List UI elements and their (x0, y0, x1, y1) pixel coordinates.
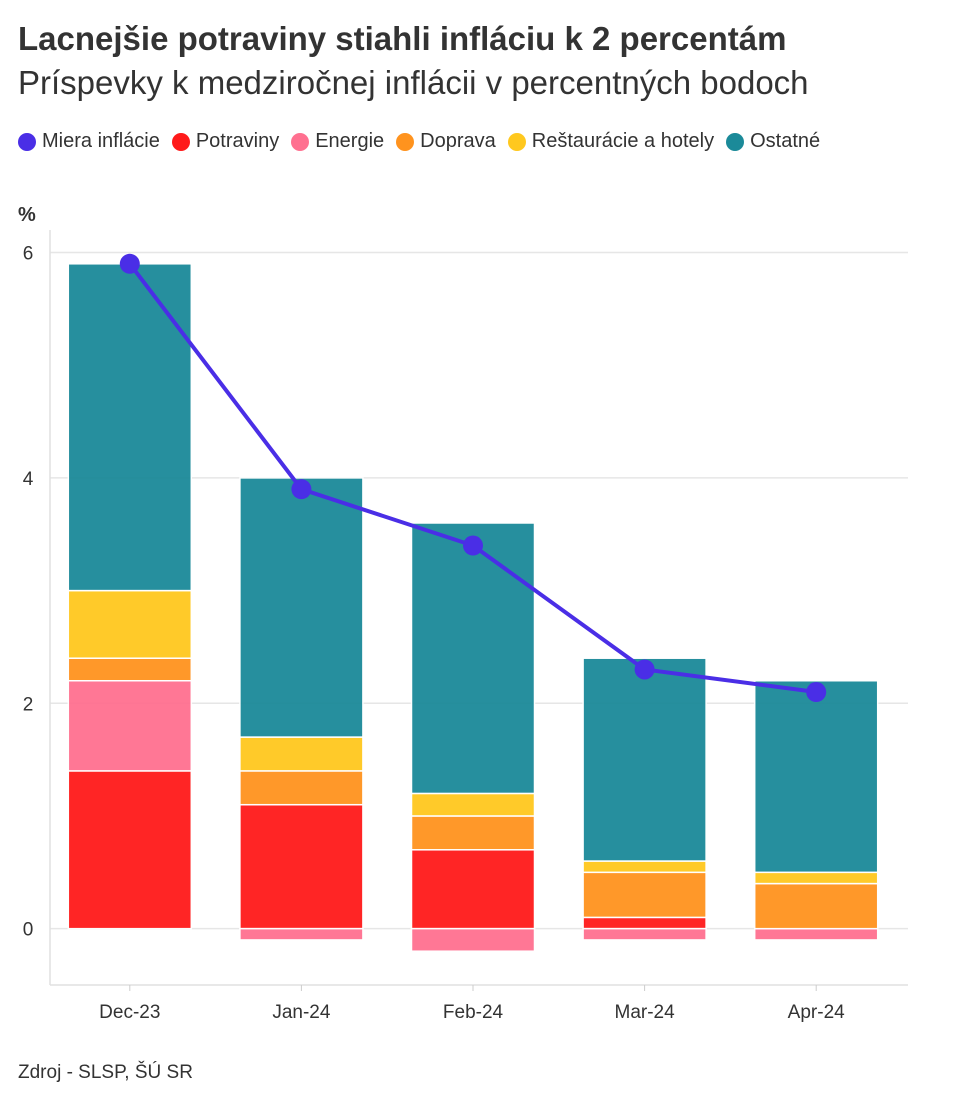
legend-swatch (171, 132, 190, 151)
inflation-point (291, 479, 312, 500)
x-tick-label: Feb-24 (443, 1002, 504, 1023)
bar-segment-doprava (67, 657, 193, 682)
bar-segment-reštaurácie-a-hotely (67, 589, 193, 659)
legend-item: Doprava (396, 130, 496, 153)
source-note: Zdroj - SLSP, ŠÚ SR (18, 1062, 193, 1083)
bar-segment-energie (67, 679, 193, 772)
inflation-point (806, 682, 827, 703)
bar-segment-ostatné (239, 477, 364, 738)
bar-segment-reštaurácie-a-hotely (239, 736, 364, 772)
y-axis-label: % (18, 204, 36, 226)
legend: Miera inflácie Potraviny Energie Doprava Reš… (18, 130, 820, 153)
bar-segment-potraviny (239, 803, 364, 930)
bar-segment-ostatné (753, 679, 879, 874)
y-tick-label: 6 (23, 244, 34, 265)
bar-segment-energie (582, 927, 707, 941)
legend-item: Potraviny (171, 130, 280, 153)
legend-label: Doprava (420, 130, 496, 152)
x-tick-label: Apr-24 (788, 1002, 845, 1023)
legend-swatch (396, 132, 415, 151)
bar-segment-doprava (410, 815, 536, 851)
legend-item: Miera inflácie (18, 130, 160, 153)
bar-segment-potraviny (582, 916, 707, 930)
y-tick-label: 4 (23, 469, 34, 490)
legend-label: Reštaurácie a hotely (531, 130, 715, 152)
bar-segment-energie (410, 927, 536, 952)
x-tick-label: Jan-24 (272, 1002, 331, 1023)
inflation-point (119, 253, 140, 274)
legend-swatch (18, 132, 36, 151)
x-tick-label: Dec-23 (99, 1002, 160, 1023)
chart-title: Lacnejšie potraviny stiahli infláciu k 2… (18, 20, 787, 57)
legend-swatch (291, 132, 310, 151)
chart-subtitle: Príspevky k medziročnej inflácii v perce… (18, 64, 809, 101)
bar-segment-potraviny (410, 849, 536, 930)
legend-label: Potraviny (195, 130, 280, 152)
legend-label: Ostatné (750, 130, 821, 152)
bar-segment-doprava (753, 882, 879, 930)
legend-item: Reštaurácie a hotely (507, 130, 715, 153)
x-tick-label: Mar-24 (615, 1002, 676, 1023)
bar-segment-doprava (582, 871, 707, 919)
y-tick-label: 2 (23, 694, 34, 715)
bar-segment-reštaurácie-a-hotely (582, 860, 707, 874)
legend-swatch (507, 132, 526, 151)
bar-segment-energie (753, 927, 879, 941)
y-tick-label: 0 (23, 920, 34, 941)
legend-label: Energie (315, 130, 385, 152)
bar-segment-ostatné (410, 522, 536, 795)
inflation-point (463, 535, 483, 556)
bar-segment-reštaurácie-a-hotely (410, 792, 536, 817)
legend-label: Miera inflácie (42, 130, 160, 152)
legend-item: Energie (291, 130, 384, 153)
bar-segment-reštaurácie-a-hotely (753, 871, 879, 885)
bar-segment-potraviny (67, 770, 193, 930)
bar-segment-energie (239, 927, 364, 941)
legend-swatch (726, 132, 745, 151)
legend-item: Ostatné (726, 130, 820, 153)
bar-segment-ostatné (67, 263, 193, 592)
bar-segment-ostatné (582, 657, 707, 862)
inflation-point (634, 659, 655, 680)
bar-segment-doprava (239, 770, 364, 806)
